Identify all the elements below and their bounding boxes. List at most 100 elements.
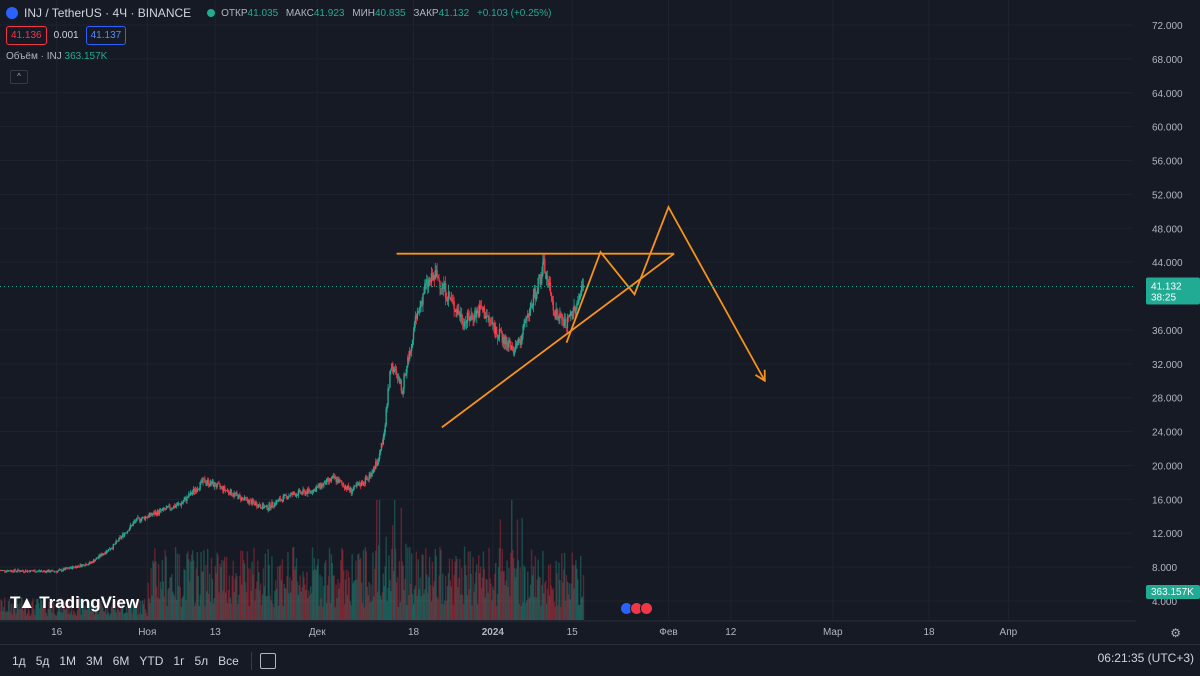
candle-body (566, 316, 569, 328)
clock[interactable]: 06:21:35 (UTC+3) (1097, 651, 1194, 665)
gear-icon[interactable]: ⚙ (1170, 626, 1181, 640)
candle-body (75, 566, 78, 568)
volume-bar (287, 552, 289, 620)
candle-body (158, 510, 161, 515)
candle-body (82, 564, 84, 566)
candle-body (23, 571, 26, 573)
volume-bar (21, 607, 24, 620)
candle-body (38, 570, 41, 572)
candle-body (494, 326, 496, 334)
tf-3m-button[interactable]: 3М (86, 653, 103, 668)
event-icon[interactable] (640, 602, 653, 615)
volume-bar (300, 591, 302, 620)
volume-bar (410, 553, 413, 620)
volume-bar (83, 609, 85, 620)
volume-bar (120, 600, 122, 620)
candle-body (115, 540, 117, 544)
candle-body (32, 571, 34, 572)
volume-bar (113, 609, 115, 620)
volume-bar (142, 604, 145, 620)
candle-body (548, 282, 551, 286)
candle-body (458, 310, 460, 315)
buy-button[interactable]: 41.137 (85, 26, 127, 45)
calendar-icon[interactable] (259, 652, 276, 669)
tf-ytd-button[interactable]: YTD (139, 653, 164, 668)
volume-bar (328, 548, 331, 620)
candle-body (119, 537, 121, 538)
tf-5y-button[interactable]: 5л (194, 653, 209, 668)
volume-bar (382, 573, 385, 620)
volume-bar (384, 566, 386, 620)
candle-body (389, 371, 391, 388)
volume-bar (424, 589, 426, 620)
candle-body (257, 506, 259, 508)
volume-bar (536, 579, 538, 620)
volume-bar (340, 560, 342, 620)
candle-body (166, 506, 168, 508)
volume-bar (179, 587, 182, 620)
volume-bar (551, 589, 554, 620)
tf-1y-button[interactable]: 1г (173, 653, 185, 668)
volume-bar (248, 606, 250, 620)
candle-body (215, 486, 217, 488)
candle-body (394, 368, 397, 371)
volume-bar (219, 563, 221, 620)
candle-body (372, 471, 374, 473)
candle-body (473, 319, 475, 321)
volume-bar (54, 614, 56, 620)
tf-1d-button[interactable]: 1д (12, 653, 26, 668)
candle-body (44, 571, 47, 573)
volume-bar (320, 598, 322, 620)
candle-body (202, 478, 204, 483)
event-markers[interactable] (620, 602, 653, 615)
candle-body (255, 502, 257, 506)
volume-bar (526, 600, 528, 620)
symbol-title[interactable]: INJ / TetherUS · 4Ч · BINANCE (24, 6, 192, 20)
volume-bar (344, 579, 347, 620)
volume-bar (436, 596, 438, 620)
volume-bar (467, 551, 470, 620)
candle-body (400, 380, 402, 391)
volume-bar (440, 550, 442, 620)
volume-bar (410, 583, 412, 620)
candle-body (492, 322, 494, 325)
candle-body (227, 490, 230, 493)
volume-bar (206, 591, 208, 620)
tf-1m-button[interactable]: 1М (59, 653, 77, 668)
volume-bar (486, 579, 488, 620)
tf-all-button[interactable]: Все (218, 653, 239, 668)
volume-bar (471, 605, 473, 620)
candle-body (577, 303, 579, 304)
volume-bar (88, 606, 90, 620)
volume-bar (131, 613, 133, 620)
volume-bar (207, 593, 210, 620)
arrow-head (755, 369, 766, 383)
volume-bar (342, 549, 344, 620)
divider (250, 651, 252, 670)
tf-5d-button[interactable]: 5д (35, 653, 50, 668)
candle-body (38, 570, 40, 572)
price-chart[interactable]: 72.000 68.000 64.000 60.000 56.000 52.000 48.0… (0, 0, 1200, 645)
volume-bar (187, 551, 189, 620)
last-price-label: 41.132 (1151, 281, 1182, 292)
candle-body (222, 486, 224, 491)
volume-bar (19, 601, 21, 620)
candle-body (276, 500, 279, 502)
volume-bar (334, 607, 336, 620)
volume-bar (363, 607, 366, 620)
collapse-legend-button[interactable]: ^ (10, 70, 28, 84)
candle-body (401, 390, 403, 395)
volume-bar (398, 561, 401, 620)
volume-bar (217, 555, 219, 620)
volume-bar (379, 595, 382, 620)
candle-body (539, 274, 541, 284)
ohlc-values: ОТКР41.035 МАКС41.923 МИН40.835 ЗАКР41.1… (221, 7, 552, 19)
sell-button[interactable]: 41.136 (6, 26, 47, 45)
volume-bar (572, 565, 574, 620)
volume-bar (439, 546, 441, 620)
tf-6m-button[interactable]: 6М (112, 653, 130, 668)
candle-body (570, 312, 572, 315)
candle-body (390, 369, 392, 372)
candle-body (321, 484, 323, 488)
candle-body (140, 518, 143, 521)
